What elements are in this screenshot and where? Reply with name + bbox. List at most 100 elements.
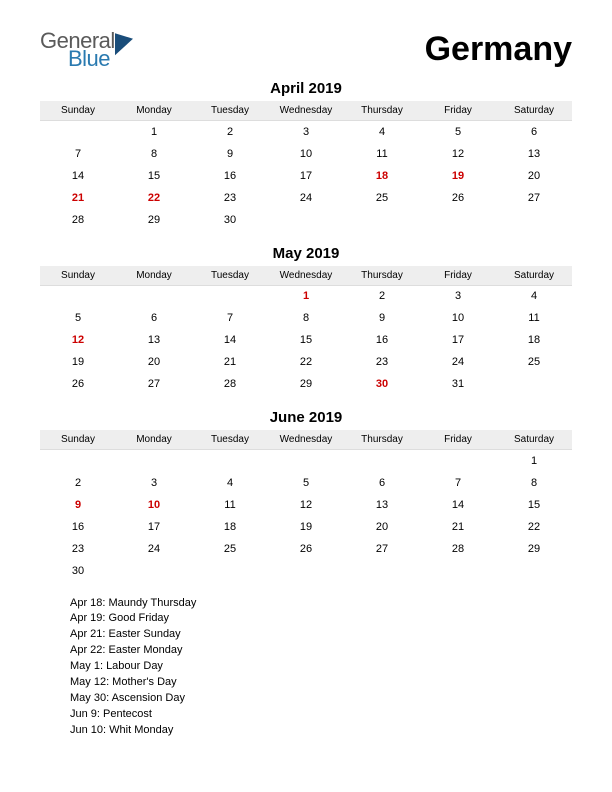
day-cell [268,450,344,472]
month-title: April 2019 [40,80,572,97]
weekday-header: Tuesday [192,101,268,121]
logo-text: General Blue [40,30,115,70]
day-cell [420,450,496,472]
day-cell: 9 [192,143,268,165]
day-cell: 30 [40,560,116,582]
calendar-table: SundayMondayTuesdayWednesdayThursdayFrid… [40,101,572,231]
day-cell: 11 [192,494,268,516]
weekday-header: Thursday [344,430,420,450]
day-cell: 29 [496,538,572,560]
day-cell [40,285,116,307]
day-cell: 17 [268,165,344,187]
day-cell: 20 [496,165,572,187]
day-cell: 28 [40,209,116,231]
day-cell: 6 [496,121,572,143]
weekday-header: Saturday [496,266,572,286]
day-cell [496,560,572,582]
day-cell: 12 [40,329,116,351]
day-cell: 17 [420,329,496,351]
day-cell: 21 [40,187,116,209]
weekday-header: Monday [116,266,192,286]
holiday-item: Apr 18: Maundy Thursday [70,596,572,612]
month-block: May 2019SundayMondayTuesdayWednesdayThur… [40,245,572,396]
table-row: 1 [40,450,572,472]
weekday-header: Monday [116,101,192,121]
day-cell: 23 [192,187,268,209]
weekday-header: Monday [116,430,192,450]
holiday-list: Apr 18: Maundy ThursdayApr 19: Good Frid… [40,596,572,739]
holiday-item: May 12: Mother's Day [70,675,572,691]
weekday-header: Wednesday [268,266,344,286]
day-cell: 1 [116,121,192,143]
day-cell: 13 [344,494,420,516]
day-cell: 24 [420,351,496,373]
day-cell: 10 [116,494,192,516]
day-cell [116,450,192,472]
day-cell: 16 [40,516,116,538]
day-cell: 30 [344,373,420,395]
day-cell: 14 [192,329,268,351]
holiday-item: Jun 9: Pentecost [70,707,572,723]
day-cell: 3 [420,285,496,307]
day-cell [344,450,420,472]
weekday-header: Sunday [40,266,116,286]
day-cell: 28 [420,538,496,560]
calendar-table: SundayMondayTuesdayWednesdayThursdayFrid… [40,266,572,396]
day-cell [344,560,420,582]
weekday-header: Saturday [496,101,572,121]
weekday-header: Friday [420,101,496,121]
day-cell: 15 [116,165,192,187]
table-row: 1234 [40,285,572,307]
weekday-header: Sunday [40,101,116,121]
day-cell: 1 [496,450,572,472]
day-cell: 8 [496,472,572,494]
day-cell: 30 [192,209,268,231]
day-cell [344,209,420,231]
day-cell: 8 [268,307,344,329]
day-cell: 31 [420,373,496,395]
day-cell: 11 [496,307,572,329]
day-cell: 27 [496,187,572,209]
weekday-header: Friday [420,430,496,450]
table-row: 21222324252627 [40,187,572,209]
day-cell: 28 [192,373,268,395]
table-row: 2345678 [40,472,572,494]
day-cell [116,285,192,307]
day-cell [40,121,116,143]
day-cell [268,209,344,231]
day-cell: 29 [268,373,344,395]
day-cell: 3 [116,472,192,494]
day-cell: 29 [116,209,192,231]
day-cell: 5 [40,307,116,329]
month-block: June 2019SundayMondayTuesdayWednesdayThu… [40,409,572,582]
day-cell: 2 [40,472,116,494]
day-cell: 6 [344,472,420,494]
calendar-table: SundayMondayTuesdayWednesdayThursdayFrid… [40,430,572,582]
weekday-header: Sunday [40,430,116,450]
day-cell [192,285,268,307]
day-cell: 7 [40,143,116,165]
day-cell: 16 [344,329,420,351]
weekday-header: Wednesday [268,101,344,121]
day-cell: 8 [116,143,192,165]
day-cell: 26 [40,373,116,395]
holiday-item: May 30: Ascension Day [70,691,572,707]
day-cell: 18 [496,329,572,351]
day-cell: 21 [192,351,268,373]
day-cell: 11 [344,143,420,165]
logo: General Blue [40,30,133,70]
holiday-item: Apr 22: Easter Monday [70,643,572,659]
day-cell: 18 [192,516,268,538]
day-cell [268,560,344,582]
day-cell: 26 [268,538,344,560]
day-cell: 20 [116,351,192,373]
table-row: 14151617181920 [40,165,572,187]
day-cell: 15 [268,329,344,351]
day-cell [420,209,496,231]
holiday-item: Apr 21: Easter Sunday [70,627,572,643]
day-cell: 22 [496,516,572,538]
day-cell: 24 [116,538,192,560]
weekday-header: Tuesday [192,430,268,450]
country-title: Germany [425,30,572,69]
day-cell: 10 [420,307,496,329]
